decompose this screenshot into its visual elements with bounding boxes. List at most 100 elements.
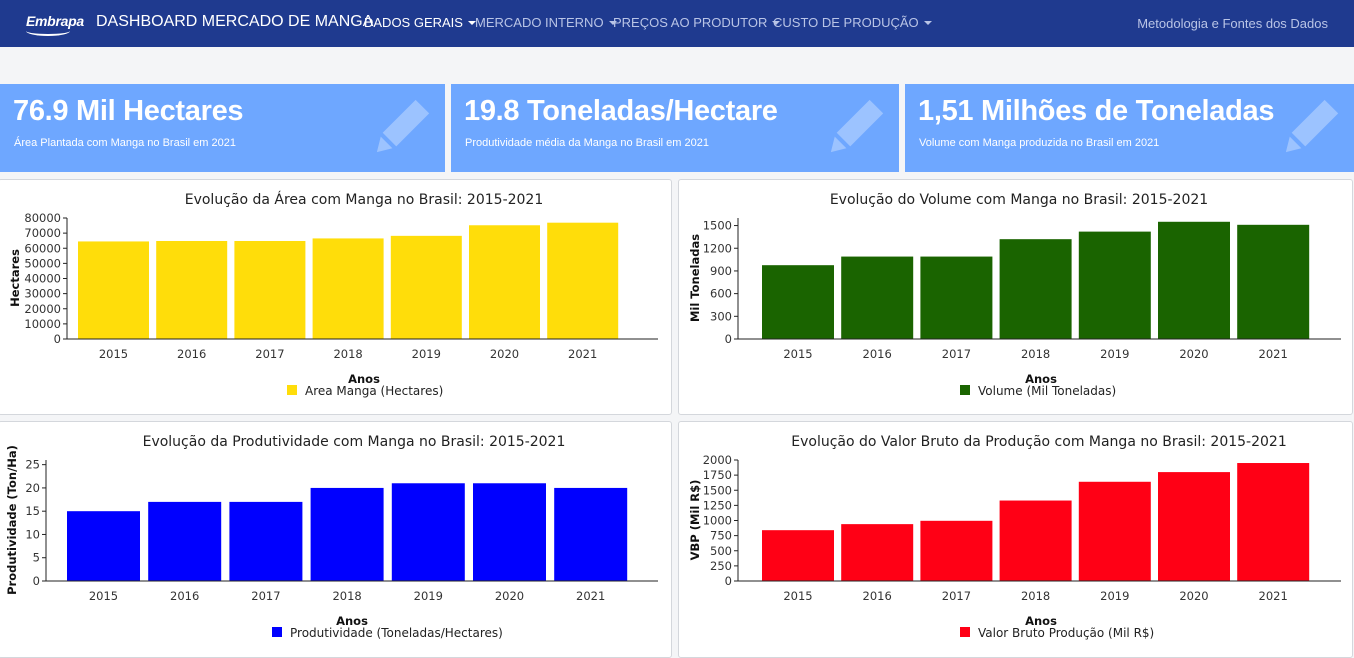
bar [554, 487, 628, 581]
x-tick-label: 2020 [1179, 589, 1208, 603]
legend-swatch [960, 627, 970, 637]
y-tick-label: 500 [710, 544, 732, 558]
x-tick-label: 2017 [255, 347, 284, 361]
bar [841, 524, 914, 581]
chart-title: Evolução do Volume com Manga no Brasil: … [830, 192, 1208, 208]
bar [1237, 463, 1310, 581]
logo-swoosh [26, 26, 70, 36]
bar [312, 238, 384, 339]
bar [1078, 481, 1151, 581]
menu-label: MERCADO INTERNO [475, 15, 604, 30]
y-tick-label: 750 [710, 529, 732, 543]
x-tick-label: 2017 [251, 589, 280, 603]
y-tick-label: 60000 [24, 241, 61, 255]
vbp-bar-chart: Evolução do Valor Bruto da Produção com … [688, 434, 1341, 640]
bar [999, 500, 1072, 581]
logo-text: Embrapa [26, 13, 84, 29]
x-tick-label: 2019 [414, 589, 443, 603]
bar [920, 520, 993, 581]
bar [841, 256, 914, 339]
menu-label: PREÇOS AO PRODUTOR [613, 15, 768, 30]
x-tick-label: 2018 [1021, 589, 1050, 603]
legend-swatch [272, 627, 282, 637]
bar [762, 265, 834, 339]
y-tick-label: 5 [33, 551, 40, 565]
x-tick-label: 2019 [412, 347, 441, 361]
bar [1158, 221, 1230, 339]
legend-label: Produtividade (Toneladas/Hectares) [290, 626, 503, 640]
y-axis-title: Produtividade (Ton/Ha) [5, 445, 19, 595]
y-tick-label: 70000 [24, 226, 61, 240]
menu-mercado-interno[interactable]: MERCADO INTERNO [475, 15, 617, 30]
y-tick-label: 0 [725, 574, 732, 588]
kpi-label: Produtividade média da Manga no Brasil e… [465, 137, 709, 149]
menu-dados-gerais[interactable]: DADOS GERAIS [364, 15, 476, 30]
x-tick-label: 2017 [942, 347, 971, 361]
bar [67, 511, 140, 581]
x-tick-label: 2018 [1021, 347, 1050, 361]
y-tick-label: 80000 [24, 211, 61, 225]
bar [920, 256, 993, 339]
legend-label: Volume (Mil Toneladas) [978, 384, 1116, 398]
y-tick-label: 0 [33, 574, 40, 588]
bar [1078, 231, 1151, 339]
bar [148, 501, 222, 581]
chevron-down-icon [608, 20, 617, 25]
bar [999, 239, 1072, 339]
menu-precos-ao-produtor[interactable]: PREÇOS AO PRODUTOR [613, 15, 781, 30]
embrapa-logo[interactable]: Embrapa [26, 13, 84, 36]
pencil-icon [376, 99, 430, 153]
x-axis-title: Anos [1025, 614, 1057, 628]
y-tick-label: 20 [25, 481, 40, 495]
bar [310, 487, 384, 581]
kpi-card-area: 76.9 Mil Hectares Área Plantada com Mang… [0, 84, 445, 172]
chart-title: Evolução do Valor Bruto da Produção com … [791, 434, 1286, 450]
kpi-value: 1,51 Milhões de Toneladas [918, 95, 1275, 127]
bar [469, 225, 540, 339]
menu-label: DADOS GERAIS [364, 15, 463, 30]
x-tick-label: 2016 [863, 347, 892, 361]
x-tick-label: 2019 [1100, 589, 1129, 603]
kpi-label: Área Plantada com Manga no Brasil em 202… [14, 137, 236, 149]
chevron-down-icon [772, 20, 781, 25]
x-tick-label: 2015 [99, 347, 128, 361]
x-axis-title: Anos [336, 614, 368, 628]
bar [1158, 472, 1230, 581]
y-tick-label: 25 [25, 458, 40, 472]
y-tick-label: 1750 [703, 468, 732, 482]
bar [762, 530, 834, 581]
menu-label: CUSTO DE PRODUÇÃO [773, 15, 919, 30]
x-axis-title: Anos [1025, 372, 1057, 386]
y-tick-label: 0 [54, 332, 61, 346]
chart-panel-volume: Evolução do Volume com Manga no Brasil: … [678, 179, 1353, 415]
y-tick-label: 0 [725, 332, 732, 346]
kpi-card-produtividade: 19.8 Toneladas/Hectare Produtividade méd… [451, 84, 899, 172]
area-bar-chart: Evolução da Área com Manga no Brasil: 20… [8, 191, 658, 398]
volume-bar-chart: Evolução do Volume com Manga no Brasil: … [688, 192, 1341, 398]
bar [391, 483, 465, 581]
y-tick-label: 10 [25, 527, 40, 541]
chart-panel-produtividade: Evolução da Produtividade com Manga no B… [0, 421, 672, 658]
x-tick-label: 2020 [495, 589, 524, 603]
y-tick-label: 1500 [703, 483, 732, 497]
dashboard-title[interactable]: DASHBOARD MERCADO DE MANGA [96, 13, 374, 30]
y-tick-label: 250 [710, 559, 732, 573]
bar [390, 235, 462, 339]
methodology-link[interactable]: Metodologia e Fontes dos Dados [1137, 16, 1328, 31]
x-tick-label: 2016 [863, 589, 892, 603]
produtividade-bar-chart: Evolução da Produtividade com Manga no B… [5, 434, 658, 640]
y-axis-title: VBP (Mil R$) [688, 480, 702, 561]
x-axis-title: Anos [348, 372, 380, 386]
bar [547, 222, 619, 339]
bar [234, 240, 306, 339]
kpi-card-volume: 1,51 Milhões de Toneladas Volume com Man… [905, 84, 1354, 172]
chevron-down-icon [467, 20, 476, 25]
y-axis-title: Hectares [8, 249, 22, 307]
legend-swatch [960, 385, 970, 395]
menu-custo-de-producao[interactable]: CUSTO DE PRODUÇÃO [773, 15, 932, 30]
x-tick-label: 2017 [942, 589, 971, 603]
bar [78, 241, 149, 339]
x-tick-label: 2016 [177, 347, 206, 361]
x-tick-label: 2021 [576, 589, 605, 603]
y-tick-label: 900 [710, 264, 732, 278]
